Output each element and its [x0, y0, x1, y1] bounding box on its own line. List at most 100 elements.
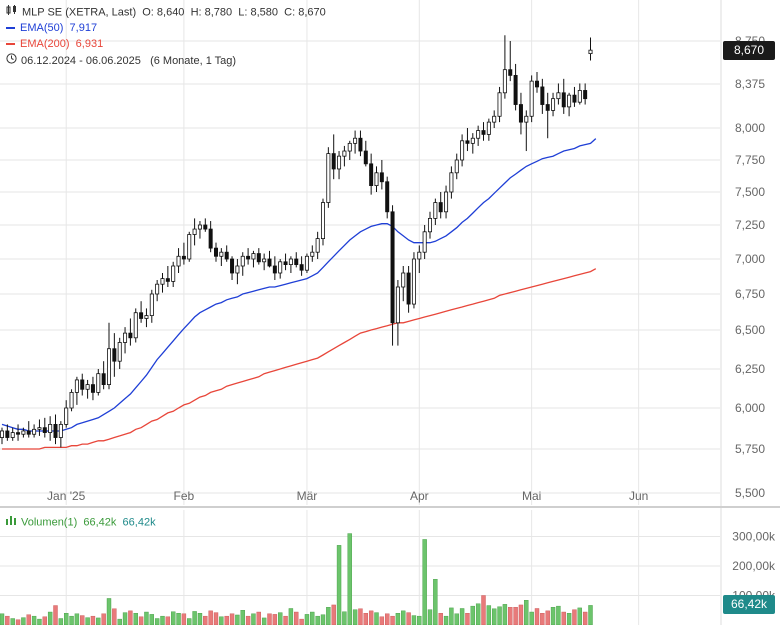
candle-body: [128, 332, 133, 339]
candle-body: [96, 373, 101, 393]
volume-bar: [347, 533, 352, 625]
volume-bars: [0, 533, 593, 625]
candle-body: [213, 247, 218, 257]
legend-period: (6 Monate, 1 Tag): [150, 54, 237, 67]
candle: [588, 37, 593, 61]
volume-bar: [69, 615, 74, 625]
volume-bar: [390, 615, 395, 625]
legend-ema50: EMA(50) 7,917: [6, 21, 97, 36]
candle-body: [272, 265, 277, 274]
candle: [444, 185, 449, 219]
candle: [155, 280, 160, 302]
candle-body: [358, 137, 363, 152]
candle: [42, 417, 47, 438]
candle: [117, 337, 122, 369]
candle: [5, 424, 10, 441]
volume-bar: [582, 611, 588, 625]
x-tick-label: Jan '25: [47, 489, 86, 503]
volume-bar: [470, 605, 475, 625]
x-tick-label: Mär: [297, 489, 318, 503]
volume-bar: [256, 611, 261, 625]
volume-bar: [31, 615, 37, 625]
candle: [85, 379, 90, 399]
legend-volume-value2: 66,42k: [122, 516, 156, 529]
candle: [390, 205, 395, 346]
candle: [101, 361, 106, 390]
candle-body: [385, 181, 390, 213]
volume-bar: [15, 619, 21, 625]
candle: [26, 421, 31, 438]
candle-body: [69, 391, 74, 409]
candle: [438, 192, 443, 219]
candle-body: [406, 272, 411, 305]
volume-bar: [534, 608, 540, 625]
candle-body: [203, 224, 208, 230]
volume-bar: [197, 613, 203, 625]
candle-body: [315, 238, 320, 253]
candle-body: [101, 373, 106, 385]
volume-tick-label: 200,00k: [732, 559, 776, 573]
volume-bar: [299, 618, 304, 625]
volume-bar: [251, 613, 256, 625]
candle-body: [85, 384, 90, 390]
volume-bar: [513, 607, 518, 625]
volume-tick-label: 300,00k: [732, 530, 776, 544]
volume-bar: [304, 614, 310, 625]
volume-bar: [588, 605, 593, 625]
volume-bar: [283, 615, 288, 625]
volume-bar: [454, 613, 459, 625]
volume-bar: [160, 615, 165, 625]
legend-volume: Volumen(1) 66,42k 66,42k: [6, 515, 156, 530]
candle: [497, 86, 502, 123]
volume-bar: [21, 617, 26, 625]
volume-bar: [310, 611, 315, 625]
candle-body: [192, 228, 197, 235]
candle-body: [53, 423, 58, 438]
price-tick-label: 7,500: [735, 185, 765, 199]
candle-body: [26, 430, 31, 435]
ema200-swatch: [6, 43, 15, 46]
candle: [470, 133, 475, 154]
candle: [10, 427, 15, 441]
volume-bar: [229, 613, 235, 625]
candle: [192, 218, 197, 246]
candle-body: [123, 332, 128, 343]
volume-bar: [427, 609, 433, 625]
volume-bar: [219, 616, 224, 625]
ema200-line: [2, 268, 597, 450]
candle-body: [230, 258, 235, 274]
candle: [69, 389, 74, 412]
candle: [246, 248, 251, 265]
candle: [422, 225, 427, 259]
price-y-axis: 5,500 5,750 6,000 6,250 6,500 6,750 7,000 7,250…: [735, 34, 765, 500]
volume-bar: [385, 613, 390, 625]
x-tick-label: Feb: [174, 489, 195, 503]
volume-grid: [0, 536, 720, 596]
candle-body: [438, 202, 443, 213]
candle-body: [417, 251, 422, 260]
volume-bar: [170, 611, 176, 625]
candle-body: [529, 80, 534, 117]
volume-bar: [433, 579, 438, 625]
candle-body: [32, 428, 37, 435]
volume-bar: [502, 604, 508, 625]
candle: [213, 242, 218, 262]
candle-body: [395, 286, 400, 324]
candle-body: [476, 130, 481, 139]
legend-ema200-value: 6,931: [75, 38, 104, 50]
candle-body: [433, 202, 438, 219]
candle-body: [545, 104, 550, 111]
ema200-series: [2, 268, 597, 450]
candle: [53, 414, 58, 445]
volume-bar: [411, 615, 417, 625]
volume-bar: [90, 615, 96, 625]
price-tick-label: 5,500: [735, 486, 765, 500]
volume-bar: [106, 598, 112, 625]
candle-body: [551, 98, 556, 111]
volume-bar: [203, 615, 208, 625]
candle: [310, 245, 315, 262]
candle: [272, 256, 277, 280]
candle-body: [90, 384, 95, 393]
candle: [48, 416, 53, 441]
